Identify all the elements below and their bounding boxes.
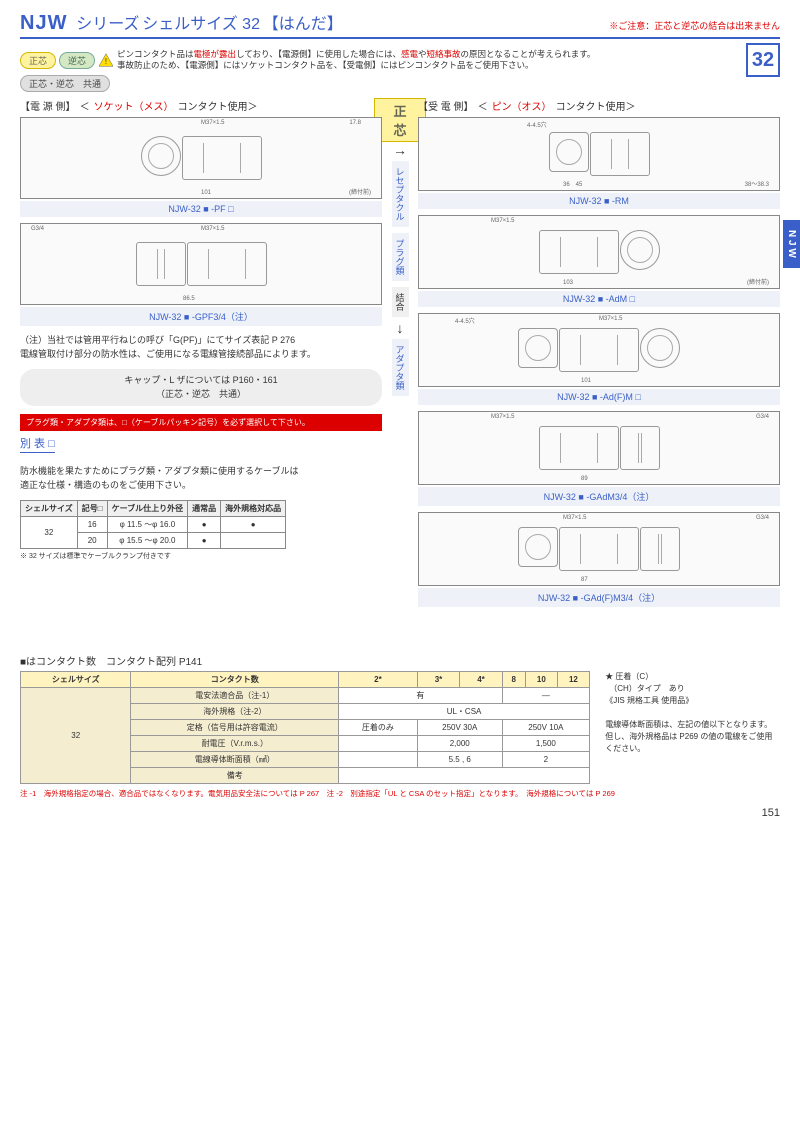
badge-seishin: 正芯 [20, 52, 56, 69]
diagram-pf: M37×1.5 17.8 101 (締付前) [20, 117, 382, 199]
part-label-adm: NJW-32 ■ -AdM □ [418, 291, 780, 307]
cable-table: シェルサイズ記号□ケーブル仕上り外径通常品海外規格対応品 3216φ 11.5 … [20, 500, 286, 549]
side-tab: N J W [783, 220, 800, 268]
arrow-down: ↓ [397, 320, 404, 336]
part-label-gadfm: NJW-32 ■ -GAd(F)M3/4（注） [418, 588, 780, 607]
bottom-section: ■はコンタクト数 コンタクト配列 P141 シェルサイズコンタクト数 2*3*4… [20, 653, 780, 799]
cap-note: キャップ・L ザについては P160・161 （正芯・逆芯 共通） [20, 369, 382, 406]
left-note: （注）当社では管用平行ねじの呼び「G(PF)」にてサイズ表記 P 276 電線管… [20, 334, 382, 361]
diagram-rm: 4-4.5穴 36 45 38～38.3 [418, 117, 780, 191]
label-plug: プラグ類 [392, 233, 409, 281]
badge-gyakushin: 逆芯 [59, 52, 95, 69]
contact-table: シェルサイズコンタクト数 2*3*4* 81012 32電安法適合品（注-1）有… [20, 671, 590, 784]
shell-size-text: シェルサイズ 32 [142, 16, 260, 33]
part-label-rm: NJW-32 ■ -RM [418, 193, 780, 209]
diagram-gadm: M37×1.5 G3/4 89 [418, 411, 780, 485]
betsu-note: 防水機能を果たすためにプラグ類・アダプタ類に使用するケーブルは 適正な仕様・構造… [20, 465, 382, 492]
warning-icon: ! [98, 53, 114, 67]
diagram-gpf: G3/4 M37×1.5 86.5 [20, 223, 382, 305]
cable-table-note: ※ 32 サイズは標準でケーブルクランプ付きです [20, 551, 382, 561]
side-notes: ★ 圧着（C） （CH）タイプ あり 《JIS 規格工具 使用品》 電線導体断面… [605, 671, 780, 755]
solder-text: 【はんだ】 [263, 16, 343, 33]
left-column: 【電 源 側】 ＜ソケット（メス）コンタクト使用＞ M37×1.5 17.8 1… [20, 98, 382, 613]
diagram-adfm: 4-4.5穴 M37×1.5 101 [418, 313, 780, 387]
series-text: シリーズ [76, 16, 139, 33]
betsuhyo-heading: 別 表 □ [20, 435, 55, 453]
red-banner: プラグ類・アダプタ類は、□（ケーブルパッキン記号）を必ず選択して下さい。 [20, 414, 382, 431]
page-number: 151 [20, 807, 780, 819]
part-label-adfm: NJW-32 ■ -Ad(F)M □ [418, 389, 780, 405]
right-title-1: 【受 電 側】 [418, 98, 474, 113]
diagram-gadfm: M37×1.5 G3/4 87 [418, 512, 780, 586]
diagram-adm: M37×1.5 103 (締付前) [418, 215, 780, 289]
main-content: 【電 源 側】 ＜ソケット（メス）コンタクト使用＞ M37×1.5 17.8 1… [20, 98, 780, 613]
badges-row: 正芯 逆芯 ! ピンコンタクト品は電極が露出しており、【電源側】に使用した場合に… [20, 43, 780, 77]
warning-text: ピンコンタクト品は電極が露出しており、【電源側】に使用した場合には、感電や短絡事… [117, 49, 743, 71]
center-strip: 正 芯 → レセプタクル プラグ類 結合 ↓ アダプタ類 [388, 98, 412, 613]
socket-label: ソケット（メス） [94, 98, 174, 113]
size-box-32: 32 [746, 43, 780, 77]
contact-table-title: ■はコンタクト数 コンタクト配列 P141 [20, 653, 780, 668]
part-label-pf: NJW-32 ■ -PF □ [20, 201, 382, 217]
label-ketsu: 結合 [392, 287, 409, 317]
pin-label: ピン（オス） [492, 98, 552, 113]
page-header: NJW シリーズ シェルサイズ 32 【はんだ】 ※ご注意：正芯と逆芯の結合は出… [20, 10, 780, 39]
right-column: 【受 電 側】 ＜ピン（オス）コンタクト使用＞ 4-4.5穴 36 45 38～… [418, 98, 780, 613]
header-caution: ※ご注意：正芯と逆芯の結合は出来ません [609, 19, 780, 32]
part-label-gadm: NJW-32 ■ -GAdM3/4（注） [418, 487, 780, 506]
arrow-right: → [393, 142, 407, 158]
badge-common: 正芯・逆芯 共通 [20, 75, 110, 92]
part-label-gpf: NJW-32 ■ -GPF3/4（注） [20, 307, 382, 326]
njw-title: NJW [20, 12, 67, 34]
label-adapter: アダプタ類 [392, 339, 409, 396]
footnote: 注 -1 海外規格指定の場合、適合品ではなくなります。電気用品安全法については … [20, 784, 780, 799]
svg-text:!: ! [105, 56, 107, 66]
left-title-1: 【電 源 側】 [20, 98, 76, 113]
label-receptacle: レセプタクル [392, 161, 409, 227]
